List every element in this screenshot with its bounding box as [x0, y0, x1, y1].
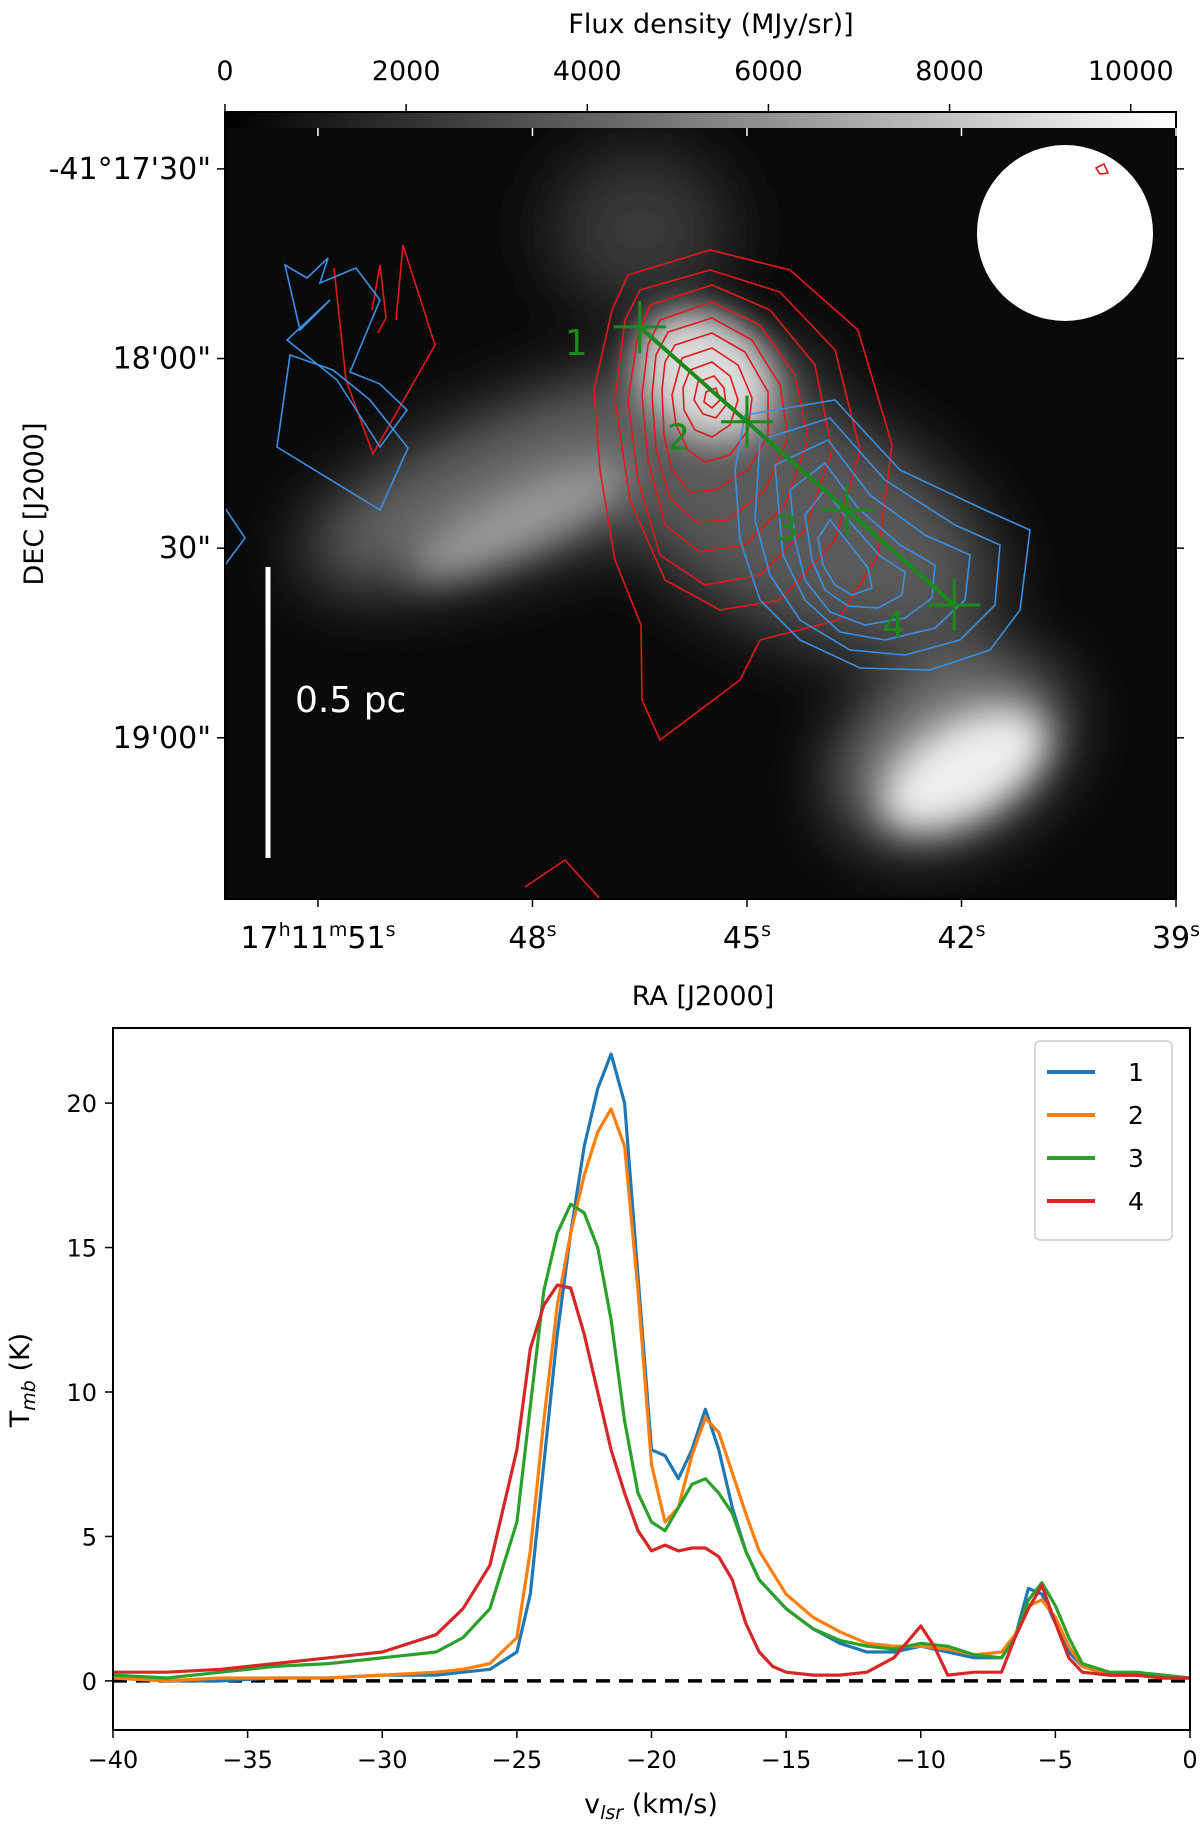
emission-north: [550, 150, 730, 310]
spectra-axes: −40 −35 −30 −25 −20 −15 −10 −5 0 0 5 10 15 20: [66, 1090, 1197, 1774]
blue-contour-3: [774, 439, 971, 641]
red-contour-6: [661, 332, 769, 493]
dec-tick-label: -41°17'30": [49, 152, 211, 187]
colorbar-ticks: 0 2000 4000 6000 8000 10000: [216, 56, 1174, 112]
red-contour-beam: [1094, 162, 1110, 175]
x-tick-label: −10: [895, 1746, 946, 1774]
temperature-axis-label-sub: mb: [18, 1380, 40, 1411]
colorbar-label: Flux density (MJy/sr)]: [568, 9, 853, 40]
y-tick-label: 20: [66, 1090, 97, 1118]
red-contour-south: [524, 858, 601, 899]
colorbar-tick-label: 10000: [1088, 56, 1174, 87]
colorbar-tick-label: 2000: [372, 56, 441, 87]
red-contour-2: [614, 269, 861, 611]
ra-tick-label: 39s: [1152, 919, 1200, 956]
spectra-frame: [112, 1027, 1191, 1731]
blue-contour-1: [734, 399, 1031, 671]
legend-label: 3: [1128, 1144, 1144, 1173]
spectrum-line-3: [113, 1202, 1190, 1680]
colorbar-tick-label: 8000: [915, 56, 984, 87]
dec-tick-label: 30": [159, 531, 211, 566]
y-tick-label: 5: [82, 1523, 97, 1551]
legend: 1 2 3 4: [1034, 1040, 1173, 1241]
red-contour-5: [651, 317, 789, 523]
red-contour-4: [641, 301, 809, 553]
ra-tick-label: 42s: [937, 919, 985, 956]
colorbar-tick-label: 6000: [734, 56, 803, 87]
legend-label: 2: [1128, 1101, 1144, 1130]
colorbar-tick-label: 0: [216, 56, 233, 87]
cut-point-label: 2: [667, 418, 690, 459]
x-tick-label: −35: [222, 1746, 273, 1774]
x-tick-label: −15: [761, 1746, 812, 1774]
spectrum-line-1: [113, 1052, 1190, 1683]
velocity-axis-label: vlsr (km/s): [584, 1789, 718, 1824]
y-tick-label: 10: [66, 1379, 97, 1407]
emission-core: [634, 309, 776, 441]
x-tick-label: −30: [357, 1746, 408, 1774]
y-tick-label: 15: [66, 1235, 97, 1263]
temperature-axis-label-main: T: [5, 1410, 36, 1428]
red-contour-west: [333, 244, 436, 456]
blue-contours: [225, 257, 1031, 671]
map-frame: [224, 111, 1177, 900]
x-tick-label: −5: [1038, 1746, 1073, 1774]
blue-contour-edge: [225, 507, 246, 566]
spectra-lines: [113, 1052, 1190, 1683]
velocity-axis-label-unit: (km/s): [623, 1789, 718, 1820]
blue-contour-west-outer: [276, 353, 409, 512]
blue-contour-6: [817, 518, 873, 596]
red-contour-8: [682, 361, 739, 438]
cut-line: 1 2 3 4: [565, 300, 981, 646]
cut-point-label: 1: [565, 323, 588, 364]
legend-items: 1 2 3 4: [1047, 1058, 1144, 1216]
temperature-axis-label: Tmb (K): [5, 1333, 40, 1428]
velocity-axis-label-sub: lsr: [600, 1802, 624, 1824]
dec-axis-label: DEC [J2000]: [19, 422, 50, 585]
dec-tick-label: 18'00": [113, 342, 211, 377]
y-tick-label: 0: [82, 1668, 97, 1696]
dec-tick-label: 19'00": [113, 721, 211, 756]
blue-contour-2: [754, 417, 1001, 656]
ra-tick-label: 45s: [723, 919, 771, 956]
flux-image: 0.5 pc 1 2 3 4: [225, 128, 1176, 899]
red-contour-7: [671, 347, 753, 463]
emission-clump-south: [883, 710, 1047, 830]
legend-label: 1: [1128, 1058, 1144, 1087]
legend-label: 4: [1128, 1187, 1144, 1216]
red-contours: [333, 162, 1110, 899]
x-tick-label: −25: [492, 1746, 543, 1774]
velocity-axis-label-main: v: [584, 1789, 600, 1820]
colorbar-tick-label: 4000: [553, 56, 622, 87]
red-contour-3: [627, 284, 833, 586]
blue-contour-west: [283, 257, 409, 449]
ra-axis-label: RA [J2000]: [632, 981, 774, 1012]
x-tick-label: −20: [626, 1746, 677, 1774]
legend-box: [1034, 1040, 1173, 1241]
emission-ridge: [604, 386, 996, 654]
cut-path: [638, 325, 956, 607]
scale-bar-label: 0.5 pc: [295, 680, 406, 721]
red-contour-peak: [703, 386, 721, 410]
ra-tick-label: 17h11m51s: [240, 919, 395, 956]
red-contour-west-2: [371, 264, 387, 334]
spectrum-line-2: [113, 1107, 1190, 1683]
red-contour-9: [693, 375, 727, 419]
spectra-panel: −40 −35 −30 −25 −20 −15 −10 −5 0 0 5 10 15 20 1 2 3 4 vl…: [5, 1027, 1198, 1824]
ra-tick-label: 48s: [508, 919, 556, 956]
x-tick-label: −40: [88, 1746, 139, 1774]
x-tick-label: 0: [1182, 1746, 1197, 1774]
emission-filament-bright: [410, 462, 630, 578]
cut-point-label: 4: [882, 605, 905, 646]
colorbar: [225, 112, 1176, 128]
map-axes: 17h11m51s 48s 45s 42s 39s -41°17'30" 18'00" 30"…: [49, 128, 1200, 956]
spectrum-line-4: [113, 1283, 1190, 1680]
sky-map-panel: Flux density (MJy/sr)] 0 2000 4000 6000 8000…: [19, 9, 1200, 1012]
beam-circle: [977, 145, 1153, 321]
red-contour-1: [593, 249, 893, 742]
blue-contour-4: [789, 461, 936, 626]
temperature-axis-label-unit: (K): [5, 1333, 36, 1380]
cut-point-label: 3: [775, 508, 798, 549]
